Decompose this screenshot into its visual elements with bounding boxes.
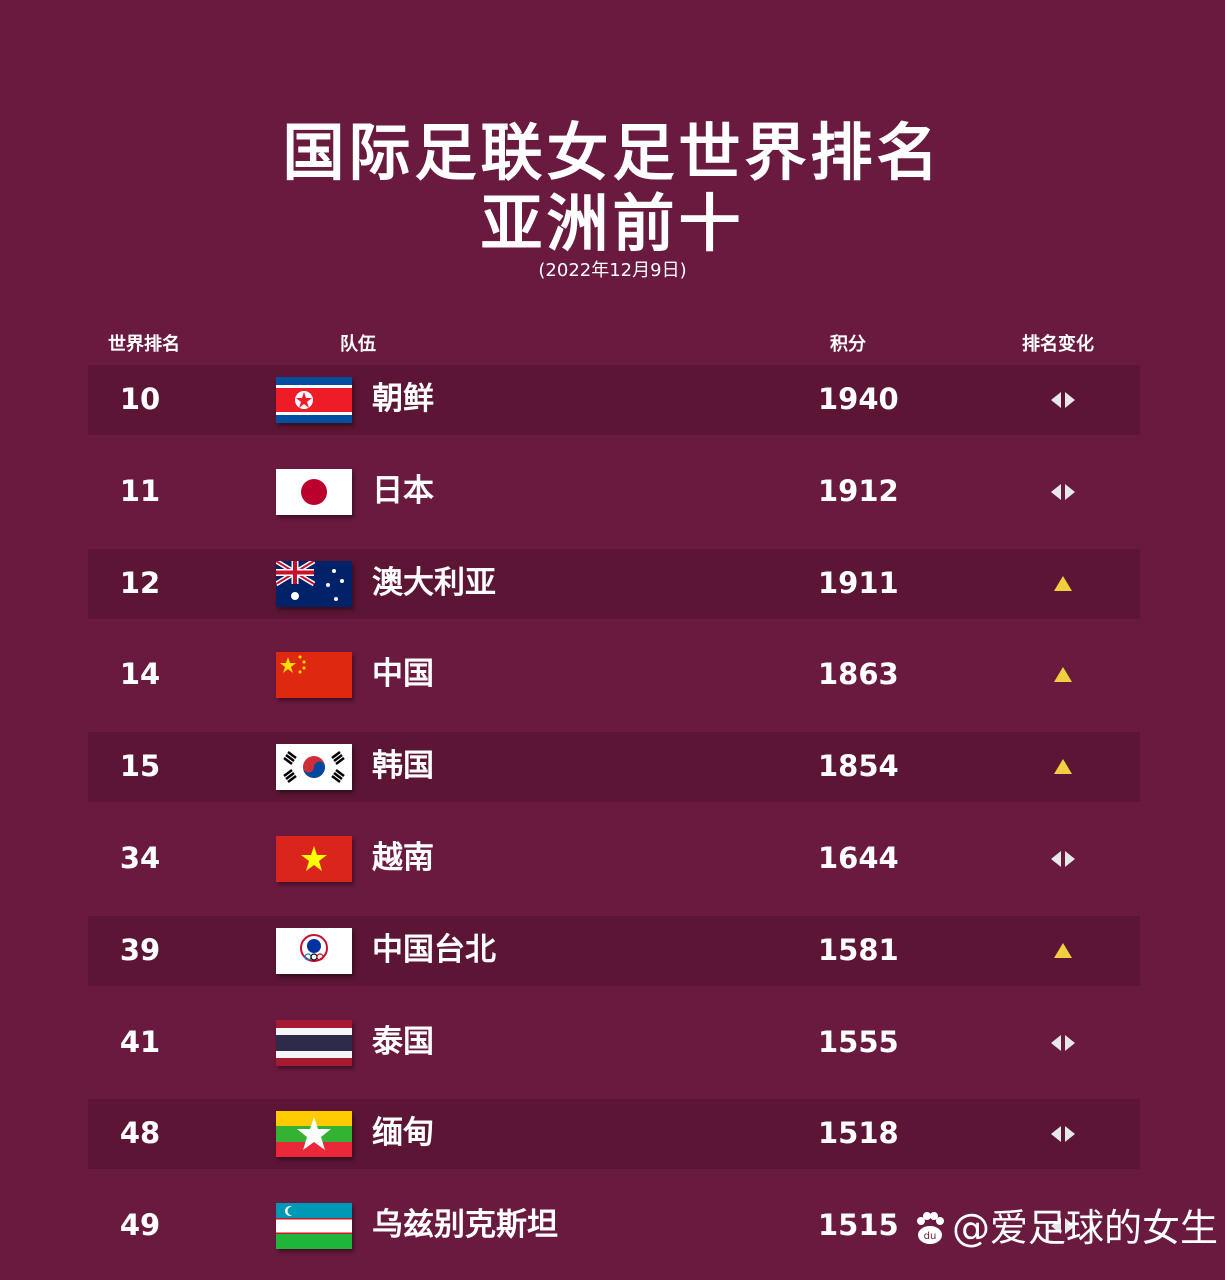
- table-row: 48 缅甸 1518: [88, 1099, 1140, 1170]
- header-team: 队伍: [340, 334, 376, 355]
- uzbekistan-flag-icon: [276, 1203, 352, 1250]
- header-change: 排名变化: [1022, 334, 1094, 355]
- table-row: 39 中国台北 1581: [88, 915, 1140, 986]
- arrow-up-icon: [1038, 569, 1088, 599]
- chinese-taipei-flag-icon: [276, 927, 352, 974]
- team-cell: 韩国: [372, 748, 434, 785]
- china-flag-icon: [276, 652, 352, 699]
- rank-cell: 39: [119, 932, 161, 967]
- australia-flag-icon: [276, 560, 352, 607]
- points-cell: 1515: [818, 1208, 899, 1243]
- watermark: du @爱足球的女生: [912, 1206, 1218, 1250]
- rank-cell: 15: [119, 749, 161, 784]
- arrow-left-right-icon: [1038, 477, 1088, 507]
- page-title: 国际足联女足世界排名: [282, 116, 943, 189]
- vietnam-flag-icon: [276, 836, 352, 882]
- points-cell: 1555: [818, 1024, 899, 1059]
- team-cell: 澳大利亚: [372, 564, 496, 601]
- myanmar-flag-icon: [276, 1111, 352, 1158]
- points-cell: 1911: [818, 565, 899, 600]
- points-cell: 1863: [818, 657, 899, 692]
- south-korea-flag-icon: [276, 744, 352, 791]
- rank-cell: 49: [119, 1208, 161, 1243]
- team-cell: 朝鲜: [372, 381, 434, 417]
- table-row: 14 中国 1863: [88, 640, 1140, 710]
- points-cell: 1581: [818, 932, 899, 967]
- team-cell: 乌兹别克斯坦: [372, 1207, 558, 1244]
- header-points: 积分: [830, 334, 866, 355]
- rank-cell: 12: [119, 565, 161, 600]
- arrow-up-icon: [1038, 936, 1088, 966]
- rank-cell: 11: [119, 473, 161, 508]
- table-row: 11 日本 1912: [88, 457, 1140, 527]
- points-cell: 1912: [818, 473, 899, 508]
- table-row: 49 乌兹别克斯坦 1515: [88, 1191, 1140, 1261]
- points-cell: 1518: [818, 1116, 899, 1151]
- rank-cell: 41: [119, 1024, 161, 1059]
- table-row: 34 越南 1644: [88, 824, 1140, 894]
- baidu-paw-icon: du: [917, 1212, 944, 1244]
- points-cell: 1644: [818, 841, 899, 875]
- japan-flag-icon: [276, 468, 352, 515]
- thailand-flag-icon: [276, 1019, 352, 1066]
- points-cell: 1854: [818, 749, 899, 784]
- arrow-left-right-icon: [1038, 1211, 1088, 1241]
- svg-text:du: du: [924, 1231, 937, 1242]
- arrow-up-icon: [1038, 660, 1088, 690]
- arrow-left-right-icon: [1038, 385, 1088, 415]
- rank-cell: 10: [119, 382, 161, 416]
- table-row: 12 澳大利亚 1911: [88, 548, 1140, 619]
- rank-cell: 48: [119, 1116, 161, 1151]
- page-subtitle: 亚洲前十: [480, 187, 745, 260]
- arrow-up-icon: [1038, 752, 1088, 782]
- arrow-left-right-icon: [1038, 844, 1088, 874]
- watermark-text: @爱足球的女生: [952, 1206, 1219, 1250]
- rank-cell: 34: [119, 841, 161, 875]
- arrow-left-right-icon: [1038, 1119, 1088, 1149]
- table-row: 41 泰国 1555: [88, 1008, 1140, 1078]
- team-cell: 缅甸: [372, 1115, 434, 1152]
- arrow-left-right-icon: [1038, 1028, 1088, 1058]
- team-cell: 泰国: [372, 1023, 434, 1060]
- team-cell: 越南: [372, 840, 434, 876]
- table-row: 15 韩国 1854: [88, 732, 1140, 803]
- team-cell: 日本: [372, 472, 434, 509]
- header-rank: 世界排名: [108, 334, 180, 355]
- points-cell: 1940: [818, 382, 899, 416]
- rank-cell: 14: [119, 657, 161, 692]
- date-label: (2022年12月9日): [538, 260, 687, 281]
- north-korea-flag-icon: [276, 377, 352, 423]
- team-cell: 中国: [372, 656, 434, 693]
- table-row: 10 朝鲜 1940: [88, 365, 1140, 435]
- team-cell: 中国台北: [372, 931, 496, 968]
